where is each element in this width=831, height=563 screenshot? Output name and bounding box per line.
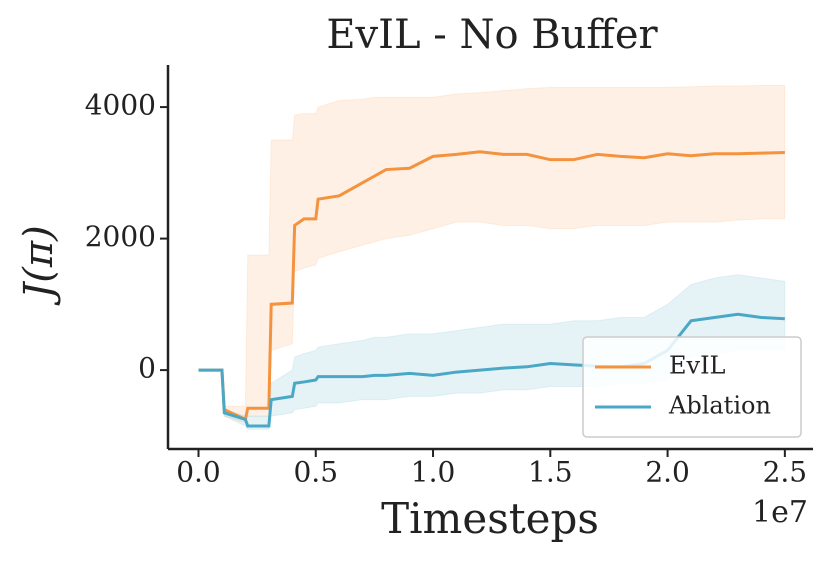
y-tick-label: 2000 [85, 220, 156, 253]
y-tick-label: 4000 [85, 89, 156, 122]
legend-label: EvIL [669, 352, 726, 380]
x-tick-label: 2.0 [645, 456, 690, 489]
x-tick-label: 0.5 [293, 456, 338, 489]
x-tick-label: 1.0 [411, 456, 456, 489]
y-tick-label: 0 [138, 352, 156, 385]
x-tick-label: 2.5 [763, 456, 808, 489]
x-tick-label: 0.0 [176, 456, 221, 489]
y-axis-label: J(π) [16, 225, 62, 306]
x-tick-label: 1.5 [528, 456, 573, 489]
x-offset-label: 1e7 [752, 495, 808, 530]
line [198, 150, 785, 422]
chart-title: EvIL - No Buffer [326, 12, 658, 58]
band [198, 274, 786, 430]
x-axis-label: Timesteps [381, 494, 599, 543]
legend-label: Ablation [668, 392, 771, 420]
band [198, 84, 786, 424]
legend-box [582, 336, 802, 438]
